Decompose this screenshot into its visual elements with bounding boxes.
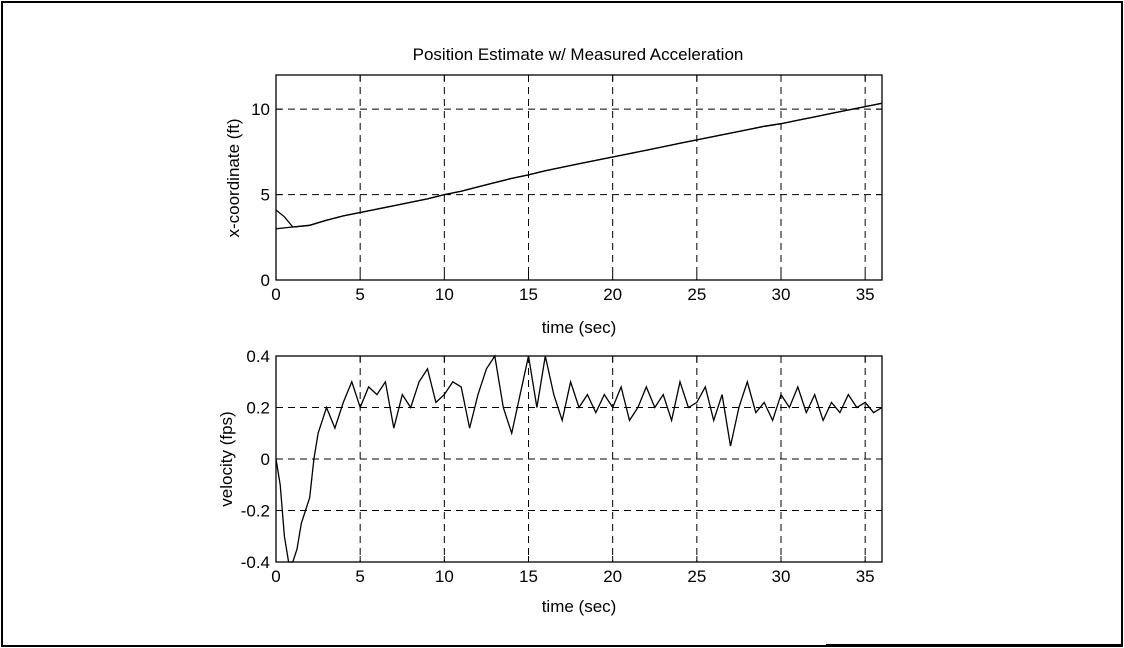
velocity-x-tick-label: 35 xyxy=(856,567,875,586)
velocity-y-tick-label: -0.4 xyxy=(241,553,270,572)
velocity-x-tick-label: 15 xyxy=(519,567,538,586)
position-x-tick-label: 5 xyxy=(355,285,364,304)
position-y-tick-labels: 0 5 10 xyxy=(251,100,270,290)
velocity-y-tick-label: -0.2 xyxy=(241,502,270,521)
velocity-series xyxy=(275,354,883,563)
velocity-x-tick-label: 5 xyxy=(355,567,364,586)
velocity-x-tick-label: 0 xyxy=(271,567,280,586)
chart-title: Position Estimate w/ Measured Accelerati… xyxy=(413,45,744,64)
velocity-x-tick-labels: 0 5 10 15 20 25 30 35 xyxy=(271,567,874,586)
position-x-tick-label: 15 xyxy=(519,285,538,304)
position-plot-area xyxy=(275,74,883,281)
position-series xyxy=(275,102,883,230)
velocity-x-tick-label: 25 xyxy=(687,567,706,586)
position-ticks xyxy=(275,75,882,281)
velocity-grid xyxy=(276,356,882,562)
position-x-tick-label: 25 xyxy=(687,285,706,304)
position-y-tick-label: 5 xyxy=(261,186,270,205)
position-series-line xyxy=(275,102,883,230)
velocity-y-axis-label: velocity (fps) xyxy=(217,411,236,506)
position-x-tick-label: 10 xyxy=(435,285,454,304)
position-y-tick-label: 10 xyxy=(251,100,270,119)
position-y-axis-label: x-coordinate (ft) xyxy=(224,118,243,237)
position-x-tick-label: 35 xyxy=(856,285,875,304)
velocity-y-tick-labels: -0.4 -0.2 0 0.2 0.4 xyxy=(241,347,270,572)
velocity-x-tick-label: 20 xyxy=(603,567,622,586)
position-plot: 0 5 10 15 20 25 30 35 0 5 10 time (sec) x-coordin… xyxy=(224,74,883,337)
position-grid xyxy=(276,75,882,280)
position-y-tick-label: 0 xyxy=(261,271,270,290)
velocity-x-tick-label: 30 xyxy=(772,567,791,586)
velocity-y-tick-label: 0.2 xyxy=(246,399,270,418)
velocity-plot: 0 5 10 15 20 25 30 35 -0.4 -0.2 0 0.2 0.4 time (sec… xyxy=(217,347,883,616)
position-x-tick-label: 0 xyxy=(271,285,280,304)
velocity-y-tick-label: 0.4 xyxy=(246,347,270,366)
velocity-series-line xyxy=(275,354,883,563)
velocity-x-tick-label: 10 xyxy=(435,567,454,586)
position-x-tick-label: 30 xyxy=(772,285,791,304)
velocity-y-tick-label: 0 xyxy=(261,450,270,469)
velocity-x-axis-label: time (sec) xyxy=(542,597,617,616)
position-x-tick-label: 20 xyxy=(603,285,622,304)
position-x-axis-label: time (sec) xyxy=(542,318,617,337)
position-x-tick-labels: 0 5 10 15 20 25 30 35 xyxy=(271,285,874,304)
